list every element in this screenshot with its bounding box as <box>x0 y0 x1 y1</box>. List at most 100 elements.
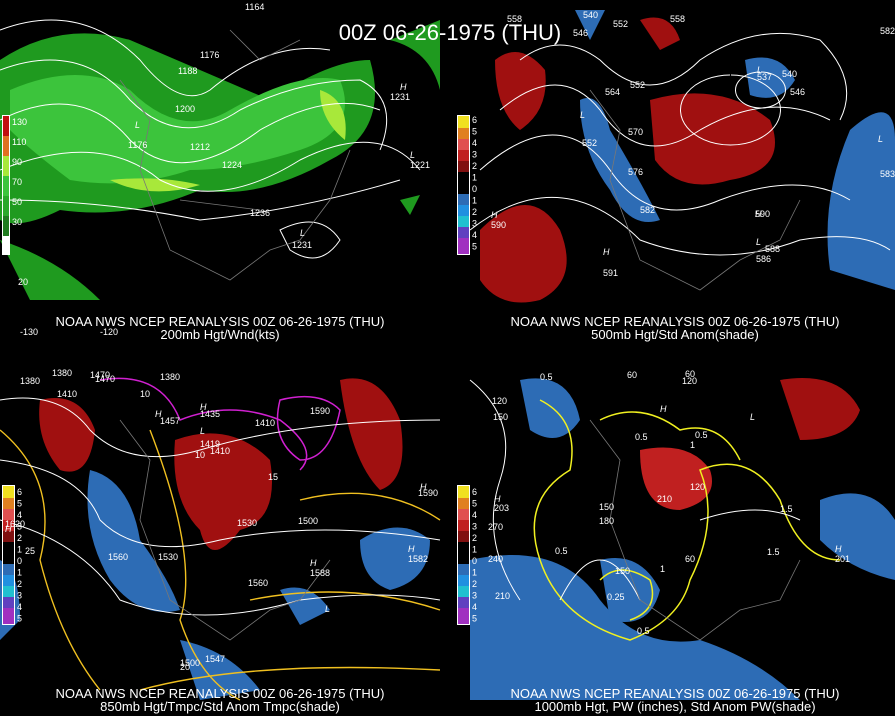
contour-label: 20 <box>18 277 28 287</box>
legend-label: 3 <box>17 591 22 601</box>
contour-label: 1231 <box>292 240 312 250</box>
legend-label: 4 <box>17 602 22 612</box>
legend-label: 3 <box>472 522 477 532</box>
caption-line2: 500mb Hgt/Std Anom(shade) <box>591 327 759 342</box>
contour-label: 540 <box>782 69 797 79</box>
legend-label: 6 <box>472 115 477 125</box>
contour-label: 1560 <box>108 552 128 562</box>
legend-label: 0 <box>472 184 477 194</box>
contour-label: 1470 <box>90 370 110 380</box>
contour-label: 1457 <box>160 416 180 426</box>
legend-label: 2 <box>17 533 22 543</box>
contour-label: 540 <box>583 10 598 20</box>
contour-label: 582 <box>880 26 895 36</box>
contour-label: 150 <box>493 412 508 422</box>
legend-label: 5 <box>472 127 477 137</box>
contour-label: 1200 <box>175 104 195 114</box>
pressure-center: L <box>580 110 585 120</box>
contour-label: 1560 <box>248 578 268 588</box>
contour-label: 570 <box>628 127 643 137</box>
contour-label: 1435 <box>200 409 220 419</box>
contour-label: 591 <box>603 268 618 278</box>
legend-label: 2 <box>472 533 477 543</box>
contour-label: 1212 <box>190 142 210 152</box>
contour-label: 1582 <box>408 554 428 564</box>
contour-label: 537 <box>757 72 772 82</box>
contour-label: 10 <box>195 450 205 460</box>
contour-label: 590 <box>755 209 770 219</box>
contour-label: 1590 <box>418 488 438 498</box>
contour-label: -120 <box>100 327 118 337</box>
contour-label: 1236 <box>250 208 270 218</box>
contour-label: 60 <box>685 554 695 564</box>
contour-label: 1530 <box>158 552 178 562</box>
legend-label: 6 <box>472 487 477 497</box>
legend-label: 1 <box>472 568 477 578</box>
contour-label: 1500 <box>180 658 200 668</box>
legend-label: 1 <box>472 173 477 183</box>
pressure-center: L <box>756 237 761 247</box>
legend-label: 1 <box>472 545 477 555</box>
contour-label: 1470 <box>95 374 115 384</box>
legend-label: 3 <box>472 150 477 160</box>
pressure-center: L <box>750 412 755 422</box>
legend-label: 2 <box>472 207 477 217</box>
pressure-center: L <box>135 120 140 130</box>
caption-line2: 1000mb Hgt, PW (inches), Std Anom PW(sha… <box>534 699 815 714</box>
legend-label: 4 <box>472 138 477 148</box>
contour-label: 1410 <box>57 389 77 399</box>
legend-label: 0 <box>17 556 22 566</box>
contour-label: 210 <box>495 591 510 601</box>
contour-label: 1224 <box>222 160 242 170</box>
contour-label: 1.5 <box>780 504 793 514</box>
legend-label: 1 <box>17 568 22 578</box>
contour-label: -130 <box>20 327 38 337</box>
legend-label: 4 <box>472 230 477 240</box>
legend-label: 3 <box>472 219 477 229</box>
pressure-center: H <box>835 544 842 554</box>
contour-label: 1380 <box>20 376 40 386</box>
panel-500mb <box>457 10 895 303</box>
legend-label: 5 <box>472 242 477 252</box>
contour-label: 1590 <box>310 406 330 416</box>
contour-label: 1547 <box>205 654 225 664</box>
pressure-center: H <box>603 247 610 257</box>
pressure-center: H <box>5 524 12 534</box>
main-title: 00Z 06-26-1975 (THU) <box>339 20 562 45</box>
legend-label: 4 <box>17 510 22 520</box>
contour-label: 552 <box>630 80 645 90</box>
contour-label: 203 <box>494 503 509 513</box>
legend-label: 4 <box>472 602 477 612</box>
legend-label: 4 <box>472 510 477 520</box>
pressure-center: H <box>491 210 498 220</box>
contour-label: 0.5 <box>635 432 648 442</box>
legend-label: 130 <box>12 117 27 127</box>
contour-label: 1 <box>660 564 665 574</box>
pressure-center: H <box>494 494 501 504</box>
contour-label: 586 <box>756 254 771 264</box>
contour-label: 240 <box>488 554 503 564</box>
contour-label: 1500 <box>298 516 318 526</box>
contour-label: 1419 <box>200 439 220 449</box>
contour-label: 150 <box>615 566 630 576</box>
pressure-center: H <box>755 209 762 219</box>
contour-label: 1530 <box>237 518 257 528</box>
contour-label: 0.5 <box>540 372 553 382</box>
pressure-center: L <box>325 604 330 614</box>
contour-label: 10 <box>140 389 150 399</box>
contour-label: 0.5 <box>555 546 568 556</box>
legend-label: 30 <box>12 217 22 227</box>
contour-label: 1410 <box>255 418 275 428</box>
legend-label: 3 <box>472 591 477 601</box>
pressure-center: H <box>660 404 667 414</box>
contour-label: 120 <box>492 396 507 406</box>
contour-label: 1221 <box>410 160 430 170</box>
legend-label: 5 <box>472 499 477 509</box>
caption-line2: 850mb Hgt/Tmpc/Std Anom Tmpc(shade) <box>100 699 340 714</box>
contour-label: 576 <box>628 167 643 177</box>
caption-line2: 200mb Hgt/Wnd(kts) <box>160 327 279 342</box>
contour-label: 552 <box>613 19 628 29</box>
contour-label: 1188 <box>178 66 197 76</box>
pressure-center: L <box>878 134 883 144</box>
contour-label: 15 <box>268 472 278 482</box>
